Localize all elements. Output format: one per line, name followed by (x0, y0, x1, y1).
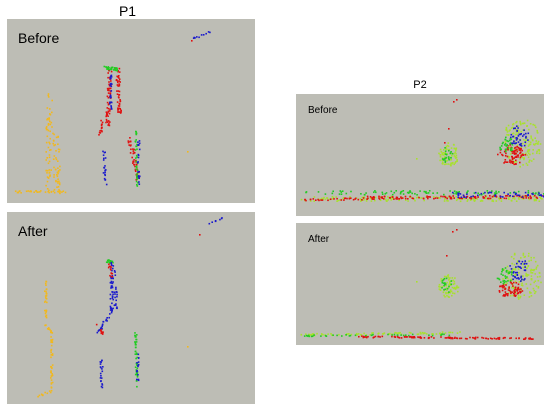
p2-after-point-cloud (300, 229, 542, 340)
p2-before-point-cloud (300, 99, 544, 203)
p2-before-label: Before (308, 105, 338, 116)
p1-title: P1 (118, 3, 137, 19)
p2-after-label: After (308, 234, 330, 245)
p1-before-point-cloud (14, 31, 211, 195)
p1-after-panel: After (7, 212, 255, 404)
p1-after-label: After (18, 223, 48, 239)
p2-after-panel: After (296, 223, 544, 345)
p2-title: P2 (413, 79, 427, 91)
p1-before-label: Before (18, 30, 60, 46)
p1-after-point-cloud (37, 217, 223, 398)
p2-before-panel: Before (296, 94, 544, 216)
p1-before-panel: Before (7, 19, 255, 203)
